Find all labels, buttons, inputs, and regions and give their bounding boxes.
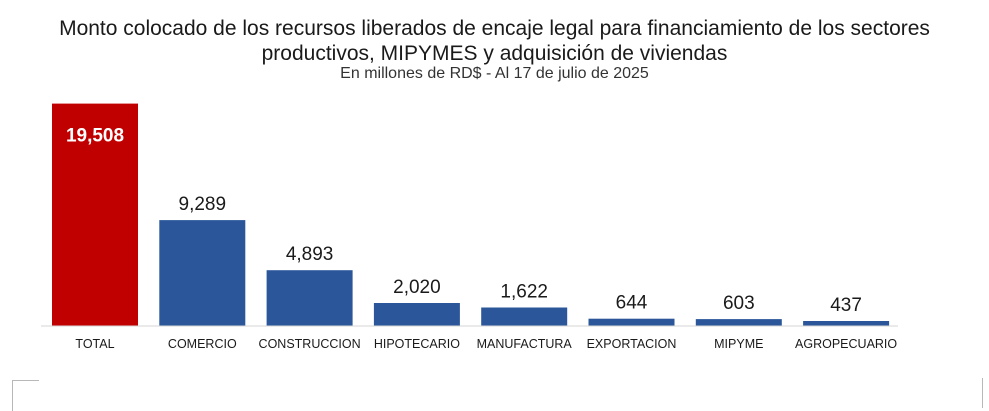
bar-agropecuario [803,321,890,326]
page-corner-mark-right [960,378,983,408]
data-label-total: 19,508 [66,126,124,147]
bar-exportacion [588,318,675,326]
chart-subtitle: En millones de RD$ - Al 17 de julio de 2… [340,65,649,82]
bar-construccion [266,270,353,326]
data-label-mipyme: 603 [723,293,755,314]
labels-layer: 19,508 TOTAL 9,289 COMERCIO 4,893 CONSTRUCCIO… [66,126,897,351]
data-label-manufactura: 1,622 [500,282,548,303]
data-label-agropecuario: 437 [830,295,862,316]
category-label-mipyme: MIPYME [714,337,763,351]
category-label-comercio: COMERCIO [168,337,237,351]
category-label-manufactura: MANUFACTURA [477,337,573,351]
data-label-construccion: 4,893 [286,244,334,265]
data-label-comercio: 9,289 [179,194,227,215]
bar-total [52,103,138,326]
category-label-agropecuario: AGROPECUARIO [795,337,897,351]
category-label-hipotecario: HIPOTECARIO [374,337,460,351]
data-label-exportacion: 644 [616,293,648,314]
bar-hipotecario [373,303,460,326]
category-label-exportacion: EXPORTACION [587,337,677,351]
bar-mipyme [695,319,782,326]
bars-layer [52,103,890,326]
category-label-construccion: CONSTRUCCION [259,337,361,351]
bar-comercio [159,220,246,326]
category-label-total: TOTAL [75,337,114,351]
bar-manufactura [481,307,568,326]
page-corner-mark-left [12,380,39,411]
data-label-hipotecario: 2,020 [393,277,441,298]
chart-title: Monto colocado de los recursos liberados… [59,17,930,65]
